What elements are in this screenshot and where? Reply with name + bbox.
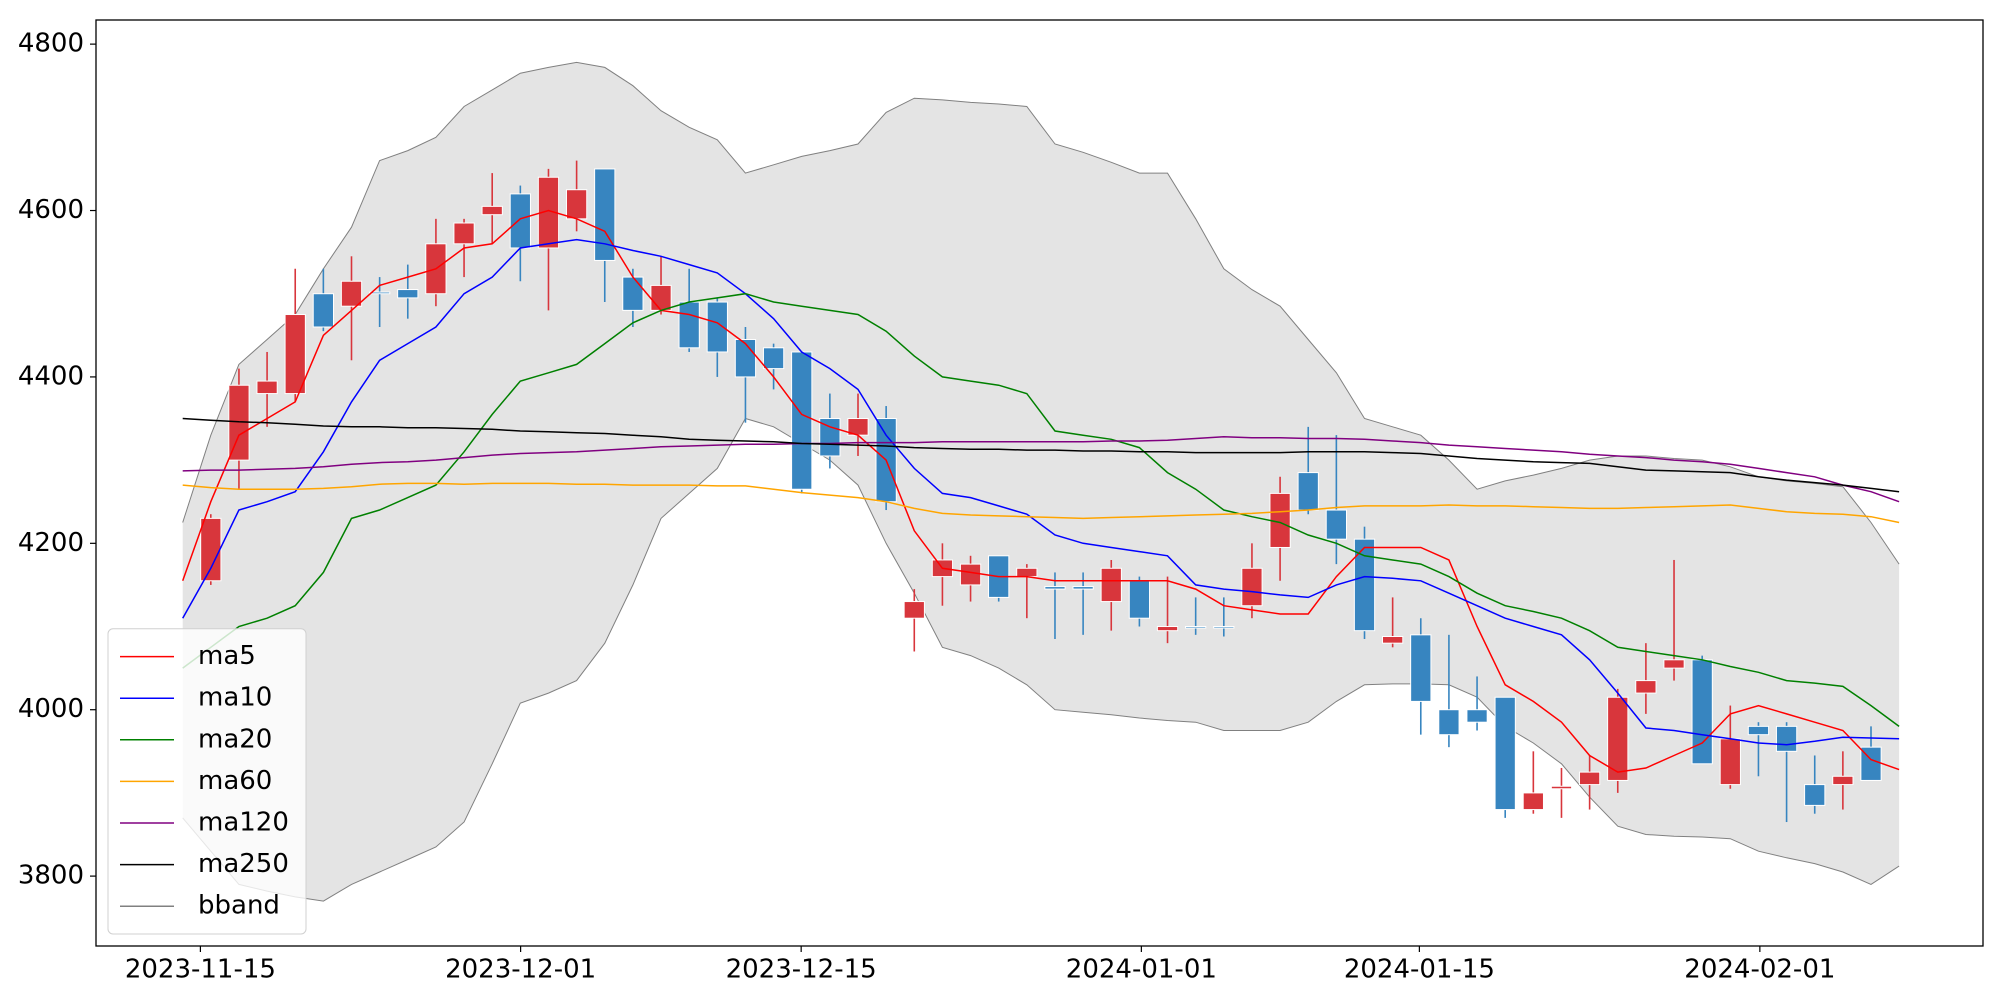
candle-body xyxy=(1804,784,1826,806)
candle-body xyxy=(1353,538,1376,632)
candle-body xyxy=(369,291,391,295)
candle-body xyxy=(1382,636,1404,644)
bband-area xyxy=(182,62,1900,902)
candle-body xyxy=(453,222,475,245)
candle-body xyxy=(959,563,982,586)
ma-line xyxy=(182,292,1900,728)
candle-body xyxy=(594,168,616,261)
y-tick-label: 4200 xyxy=(18,528,84,558)
candle-body xyxy=(1550,785,1573,790)
legend-label: ma120 xyxy=(198,808,289,838)
candle-body xyxy=(1016,567,1038,578)
legend-label: ma60 xyxy=(198,766,272,796)
bband-upper xyxy=(182,61,1900,565)
candle-body xyxy=(734,338,757,378)
legend-label: ma5 xyxy=(198,641,256,671)
ma-line xyxy=(181,209,1900,773)
x-tick-label: 2024-01-15 xyxy=(1344,955,1495,985)
legend-label: ma10 xyxy=(198,683,272,713)
candle-body xyxy=(1747,725,1770,736)
candle-body xyxy=(1128,580,1151,619)
candle-body xyxy=(1044,586,1066,590)
candle-body xyxy=(1325,509,1347,540)
candle-body xyxy=(481,205,503,216)
y-tick-label: 4400 xyxy=(18,361,84,391)
candle-body xyxy=(537,176,560,249)
candle-body xyxy=(509,193,531,249)
candle-body xyxy=(791,351,813,490)
candle-body xyxy=(1719,738,1741,786)
candle-body xyxy=(1410,634,1432,702)
candle-body xyxy=(1466,709,1488,723)
plot xyxy=(181,61,1900,902)
candle-body xyxy=(1494,696,1516,811)
y-tick-label: 4800 xyxy=(18,29,84,59)
candle-body xyxy=(1635,680,1657,694)
candle-body xyxy=(1185,626,1207,629)
legend-label: bband xyxy=(198,891,280,921)
candle-body xyxy=(762,347,785,370)
candle-body xyxy=(1297,472,1319,511)
candle-body xyxy=(1241,567,1263,607)
candle-body xyxy=(1522,792,1544,811)
candle-body xyxy=(1100,567,1122,603)
x-tick-label: 2023-11-15 xyxy=(125,955,276,985)
ma-line xyxy=(182,238,1900,746)
x-tick-label: 2024-02-01 xyxy=(1684,955,1835,985)
candle-body xyxy=(706,301,728,353)
candle-body xyxy=(340,280,363,307)
candle-body xyxy=(650,284,672,311)
x-tick-label: 2023-12-15 xyxy=(726,955,877,985)
candle-body xyxy=(565,189,588,220)
ma-line xyxy=(182,436,1900,503)
legend-label: ma20 xyxy=(198,724,272,754)
legend-box xyxy=(107,628,307,935)
candle-body xyxy=(397,289,419,299)
x-tick-label: 2023-12-01 xyxy=(445,955,596,985)
candle-body xyxy=(284,314,306,395)
candle-body xyxy=(622,276,644,311)
candle-body xyxy=(1213,626,1235,629)
y-tick-label: 4000 xyxy=(18,694,84,724)
candle-body xyxy=(1691,659,1713,765)
plot-frame xyxy=(95,19,1984,947)
candle-body xyxy=(1438,709,1460,736)
x-tick-label: 2024-01-01 xyxy=(1066,955,1217,985)
legend-label: ma250 xyxy=(198,849,289,879)
candle-body xyxy=(1832,775,1854,786)
candle-body xyxy=(312,293,334,328)
candle-body xyxy=(1663,659,1685,669)
ma-line xyxy=(182,417,1900,493)
bband-lower xyxy=(182,417,1900,902)
candle-body xyxy=(256,380,278,395)
y-tick-label: 3800 xyxy=(18,861,84,891)
candle-body xyxy=(1607,696,1629,781)
candle-body xyxy=(200,517,222,582)
candle-body xyxy=(1156,626,1179,632)
candle-body xyxy=(1578,771,1601,786)
candle-body xyxy=(678,301,700,349)
candle-body xyxy=(903,601,925,619)
ma-line xyxy=(182,482,1900,524)
candle-body xyxy=(1072,586,1094,590)
y-tick-label: 4600 xyxy=(18,195,84,225)
candle-body xyxy=(1775,725,1798,752)
